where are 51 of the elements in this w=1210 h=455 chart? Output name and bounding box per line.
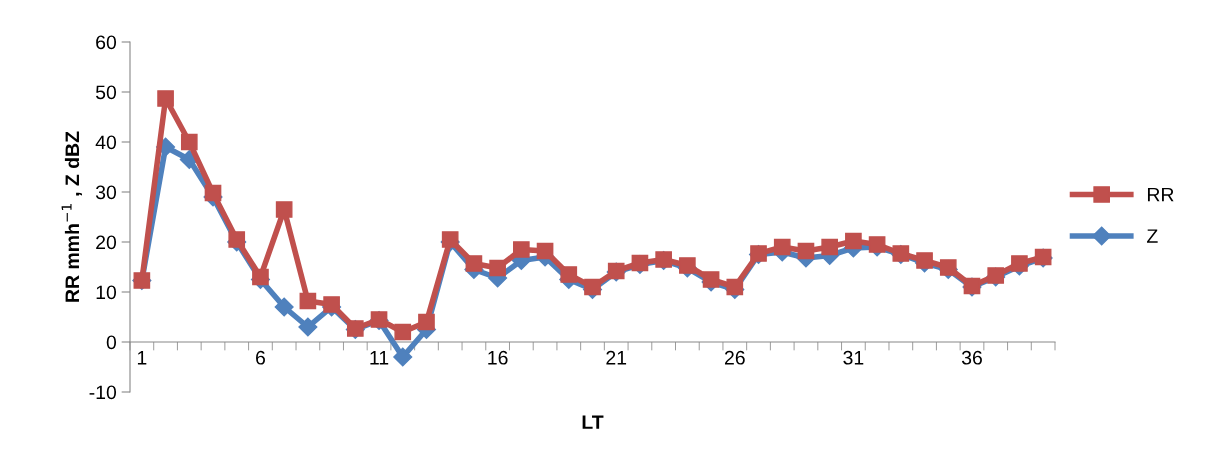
point	[299, 292, 317, 310]
y-axis-title: RR mmh$^{−1}$ , Z dBZ	[61, 131, 82, 302]
x-tick-label: 21	[606, 350, 627, 365]
x-axis-title: LT	[582, 415, 604, 429]
point	[939, 259, 957, 276]
point	[584, 278, 601, 296]
legend-label: Z	[1147, 229, 1158, 243]
point	[179, 149, 199, 170]
y-tick-label: 0	[106, 335, 117, 350]
point	[797, 242, 815, 260]
point	[868, 236, 886, 253]
point	[821, 238, 839, 256]
point	[180, 133, 198, 151]
x-tick-label: 6	[256, 350, 265, 365]
point	[228, 231, 246, 248]
x-tick-label: 31	[843, 350, 864, 365]
point	[252, 268, 269, 286]
point	[275, 201, 293, 218]
x-tick-label: 11	[370, 351, 389, 365]
point	[157, 90, 174, 107]
point	[916, 252, 933, 269]
x-tick-label: 16	[488, 350, 508, 365]
point	[394, 323, 412, 341]
point	[513, 241, 530, 258]
y-tick-label: 60	[96, 35, 117, 50]
point	[441, 231, 459, 248]
y-tick-label: -10	[89, 385, 117, 400]
point	[489, 259, 506, 277]
point	[298, 317, 318, 337]
y-tick-label: 50	[95, 85, 117, 100]
point	[702, 271, 720, 288]
legend-label: RR	[1147, 187, 1174, 202]
point	[393, 347, 413, 367]
point	[1011, 255, 1028, 272]
point	[679, 257, 696, 274]
y-tick-label: 10	[96, 285, 117, 300]
point	[773, 238, 791, 256]
x-tick-label: 26	[724, 350, 745, 365]
y-tick-label: 40	[95, 135, 117, 150]
point	[845, 232, 862, 250]
point	[323, 296, 340, 313]
point	[418, 313, 435, 331]
point	[536, 242, 554, 260]
x-tick-label: 1	[137, 351, 147, 365]
x-tick-label: 36	[961, 350, 982, 365]
y-tick-label: 30	[95, 185, 117, 200]
point	[465, 255, 483, 272]
point	[726, 278, 744, 296]
point	[560, 266, 578, 283]
point	[274, 297, 294, 317]
y-tick-label: 20	[96, 235, 117, 250]
